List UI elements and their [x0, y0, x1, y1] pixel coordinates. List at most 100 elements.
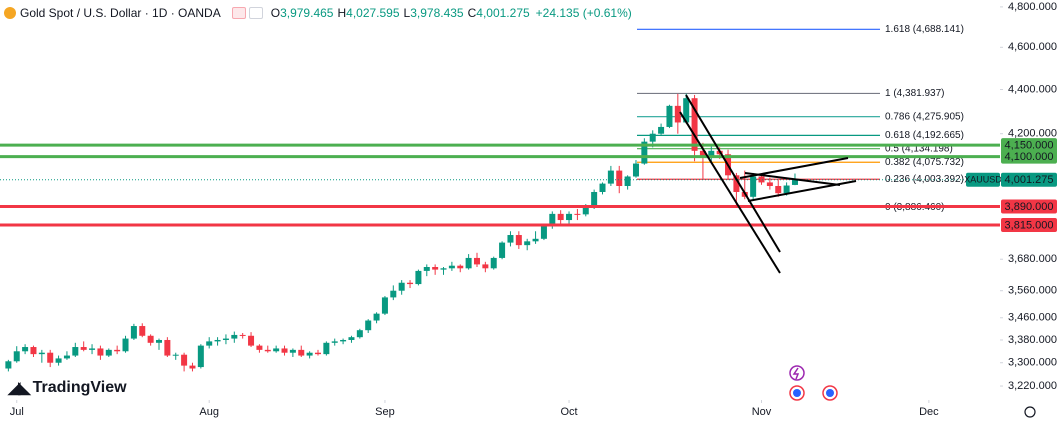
- logo-text: TradingView: [32, 379, 127, 396]
- flag-button[interactable]: [248, 7, 263, 19]
- candle-body: [649, 133, 656, 142]
- candle-body: [390, 290, 397, 298]
- fib-label: 0.786 (4,275.905): [885, 111, 964, 122]
- y-tick-label: 3,460.000: [1008, 312, 1057, 324]
- candle-body: [783, 185, 790, 194]
- y-tick-label: 3,680.000: [1008, 253, 1057, 265]
- candle-body: [139, 326, 146, 336]
- candle-body: [331, 341, 338, 343]
- event-icon-glyph: [792, 367, 800, 380]
- candle-body: [524, 241, 531, 246]
- candle-body: [38, 352, 45, 355]
- event-icon[interactable]: [789, 365, 805, 381]
- candle-body: [356, 330, 363, 338]
- candle-body: [147, 335, 154, 343]
- event-flag-glyph: [793, 389, 801, 397]
- candle-body: [448, 265, 455, 269]
- candle-body: [164, 339, 171, 356]
- candle-body: [607, 170, 614, 184]
- flag-button[interactable]: [231, 7, 246, 19]
- y-tick-label: 4,800.000: [1008, 1, 1057, 13]
- candle-body: [197, 345, 204, 368]
- level-label: 3,815.000: [1005, 219, 1054, 231]
- level-label-box: [1001, 199, 1057, 214]
- y-tick-label: 3,560.000: [1008, 285, 1057, 297]
- candle-body: [666, 105, 673, 127]
- candle-body: [30, 347, 37, 355]
- symbol-title: Gold Spot / U.S. Dollar · 1D · OANDA: [20, 6, 221, 20]
- candle-body: [766, 182, 773, 186]
- candle-body: [264, 349, 271, 352]
- candle-body: [699, 150, 706, 158]
- y-tick-label: 3,300.000: [1008, 357, 1057, 369]
- candle-body: [5, 361, 12, 369]
- candle-body: [248, 335, 255, 346]
- candle-body: [440, 268, 447, 270]
- candle-body: [47, 352, 54, 363]
- candle-body: [206, 341, 213, 346]
- fib-label: 1.618 (4,688.141): [885, 24, 964, 35]
- level-label: 4,100.000: [1005, 151, 1054, 163]
- candle-body: [114, 349, 121, 352]
- candle-layer: [5, 93, 798, 372]
- last-price-label: 4,001.275: [1005, 174, 1054, 186]
- candle-body: [55, 358, 62, 363]
- ohlc-key: C: [467, 6, 477, 20]
- settings-icon[interactable]: [1024, 406, 1036, 418]
- x-tick-label: Aug: [199, 406, 219, 418]
- fib-label: 1 (4,381.937): [885, 88, 945, 99]
- candle-body: [256, 345, 263, 350]
- candle-body: [155, 339, 162, 343]
- candle-body: [181, 354, 188, 366]
- candle-body: [775, 185, 782, 194]
- level-label-box: [1001, 138, 1057, 153]
- ohlc-value: 4,027.595: [346, 6, 400, 20]
- candle-body: [281, 348, 288, 353]
- candle-body: [289, 349, 296, 353]
- candle-body: [415, 270, 422, 285]
- candle-body: [105, 349, 112, 356]
- ohlc-value: 3,978.435: [410, 6, 464, 20]
- y-tick-label: 3,380.000: [1008, 334, 1057, 346]
- candle-body: [97, 348, 104, 356]
- candle-body: [423, 267, 430, 271]
- candle-body: [231, 334, 238, 339]
- candle-body: [641, 141, 648, 164]
- level-label-box: [1001, 149, 1057, 164]
- x-tick-label: Jul: [10, 406, 24, 418]
- candle-body: [189, 365, 196, 369]
- candle-body: [540, 226, 547, 239]
- candle-body: [557, 213, 564, 221]
- candle-body: [473, 257, 480, 265]
- fib-label: 0.618 (4,192.665): [885, 130, 964, 141]
- trend-line: [685, 94, 781, 253]
- candle-body: [683, 98, 690, 123]
- x-tick-label: Oct: [560, 406, 577, 418]
- candle-body: [22, 347, 29, 352]
- symbol-box: [966, 172, 1000, 187]
- header: Gold Spot / U.S. Dollar · 1D · OANDA O3,…: [4, 4, 632, 22]
- candle-body: [624, 176, 631, 186]
- last-price-box: [1001, 172, 1057, 187]
- candle-body: [273, 348, 280, 352]
- candle-body: [365, 320, 372, 331]
- x-tick-label: Nov: [752, 406, 772, 418]
- event-flag-glyph: [826, 389, 834, 397]
- ohlc-key: H: [337, 6, 347, 20]
- level-label-box: [1001, 218, 1057, 233]
- candle-body: [80, 347, 87, 350]
- candle-body: [13, 351, 20, 362]
- trend-line: [747, 180, 857, 202]
- candle-body: [457, 265, 464, 269]
- candle-body: [465, 257, 472, 269]
- symbol-label: XAUUSD: [964, 175, 1002, 185]
- candle-body: [549, 213, 556, 227]
- fib-label: 0.5 (4,134.198): [885, 143, 953, 154]
- candle-body: [373, 313, 380, 321]
- candle-body: [239, 334, 246, 336]
- candle-body: [574, 213, 581, 215]
- y-tick-label: 4,600.000: [1008, 41, 1057, 53]
- candle-body: [314, 352, 321, 355]
